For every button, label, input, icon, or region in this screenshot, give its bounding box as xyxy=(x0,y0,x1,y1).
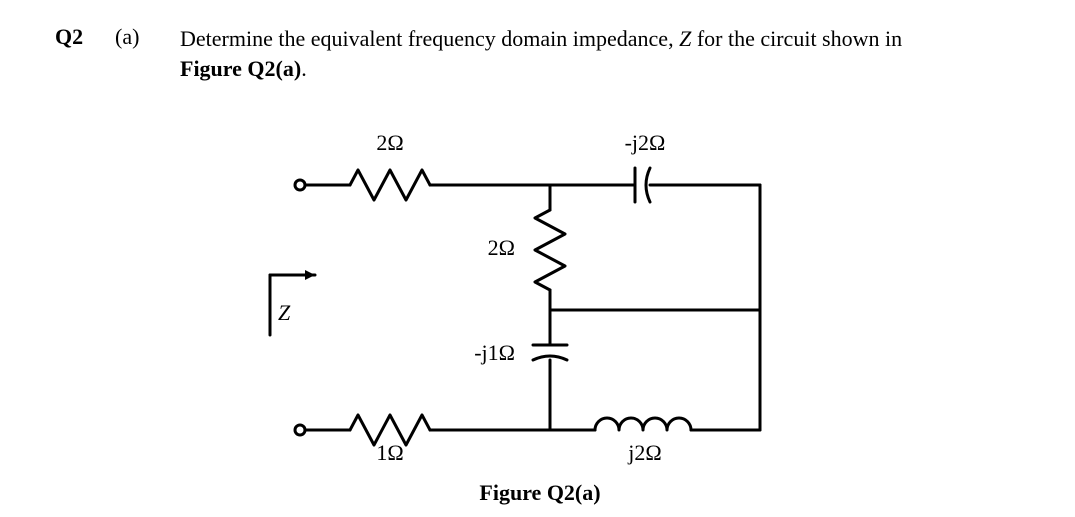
page: Q2 (a) Determine the equivalent frequenc… xyxy=(0,0,1075,517)
resistor-mid-icon xyxy=(535,210,565,290)
circuit-figure: 2Ω -j2Ω 2Ω -j1Ω 1Ω j2Ω Z Figure Q2(a) xyxy=(240,110,800,515)
question-number: Q2 xyxy=(55,24,83,50)
label-c-mid: -j1Ω xyxy=(474,340,515,365)
label-r-mid: 2Ω xyxy=(488,235,515,260)
figure-ref: Figure Q2(a) xyxy=(180,56,301,81)
inductor-icon xyxy=(595,418,691,430)
label-c-top: -j2Ω xyxy=(625,130,666,155)
question-prompt: Determine the equivalent frequency domai… xyxy=(180,24,1010,83)
label-r-bot: 1Ω xyxy=(376,440,403,465)
terminal-bottom-icon xyxy=(295,425,305,435)
label-r-top: 2Ω xyxy=(376,130,403,155)
figure-caption: Figure Q2(a) xyxy=(479,480,600,505)
prompt-text-1: Determine the equivalent frequency domai… xyxy=(180,26,679,51)
label-z: Z xyxy=(278,300,291,325)
resistor-top-icon xyxy=(350,170,430,200)
arrow-head-icon xyxy=(305,270,315,280)
prompt-text-2: for the circuit shown in xyxy=(691,26,902,51)
prompt-text-3: . xyxy=(301,56,307,81)
label-l-bot: j2Ω xyxy=(627,440,661,465)
impedance-symbol: Z xyxy=(679,26,691,51)
circuit-svg: 2Ω -j2Ω 2Ω -j1Ω 1Ω j2Ω Z Figure Q2(a) xyxy=(240,110,800,510)
question-part: (a) xyxy=(115,24,139,50)
